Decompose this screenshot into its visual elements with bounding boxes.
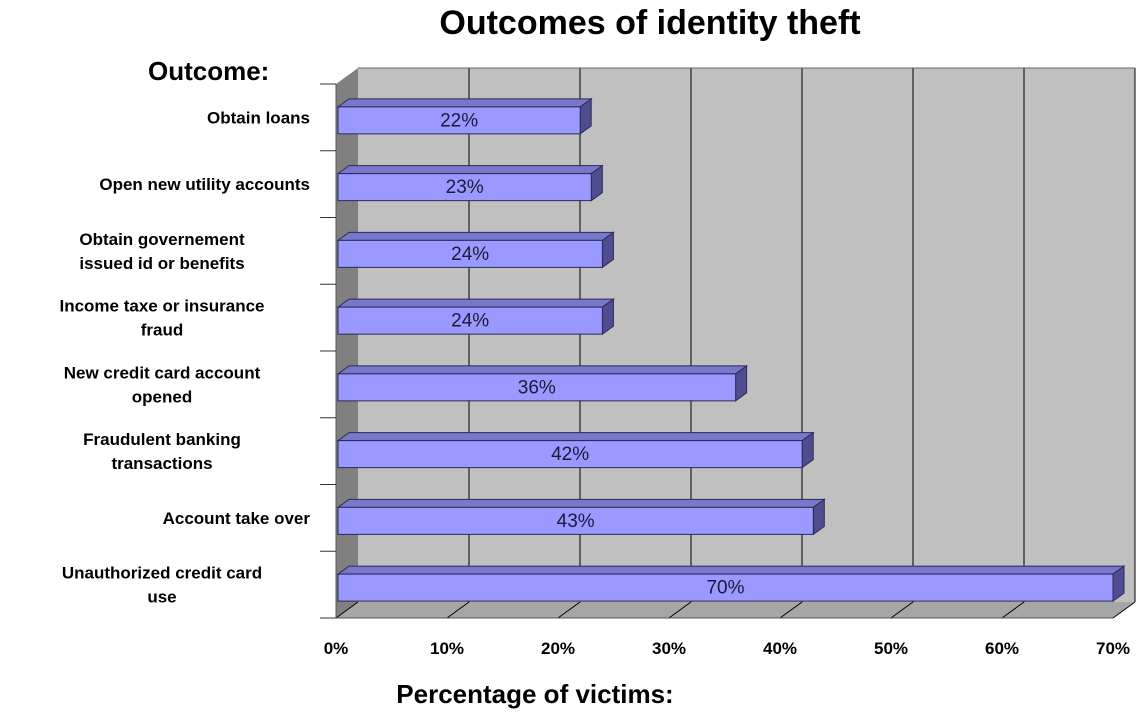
x-tick-label: 40% [763,639,797,658]
category-label-line: Income taxe or insurance [59,297,264,316]
bar [337,506,814,535]
plot-side-wall [336,68,358,618]
bar [337,573,1114,602]
floor-gridline [446,601,470,619]
category-label: Open new utility accounts [99,175,310,194]
category-label-line: Account take over [163,509,311,528]
data-label: 24% [451,311,489,332]
floor-gridline [557,601,581,619]
category-label-line: fraud [141,321,184,340]
bar-top [336,165,604,175]
category-label-line: transactions [111,454,212,473]
bar [337,239,603,268]
floor-gridline [335,601,359,619]
category-label-line: opened [132,387,192,406]
x-tick-label: 0% [324,639,349,658]
bar [337,106,581,135]
x-tick-label: 30% [652,639,686,658]
floor-gridline [1001,601,1025,619]
bar [337,173,592,202]
x-tick-label: 10% [430,639,464,658]
x-axis-title: Percentage of victims: [396,679,673,709]
category-label: Unauthorized credit card use [62,564,262,607]
chart-title: Outcomes of identity theft [439,4,860,42]
x-tick-label: 50% [874,639,908,658]
category-label-line: Obtain governement [79,230,245,249]
category-label-line: Obtain loans [207,108,310,127]
category-label-line: Fraudulent banking [83,430,241,449]
bar [337,306,603,335]
bar-top [336,432,815,442]
x-tick-label: 20% [541,639,575,658]
floor-gridline [890,601,914,619]
floor-gridline [779,601,803,619]
category-label-line: use [147,588,176,607]
category-label: New credit card account opened [64,363,261,406]
bar-top [336,98,593,108]
x-tick-label: 70% [1096,639,1130,658]
category-label-line: New credit card account [64,363,261,382]
floor-gridline [1112,601,1136,619]
bar-top [336,365,749,375]
x-tick-label: 60% [985,639,1019,658]
data-label: 23% [446,177,484,198]
category-label: Obtain loans [207,108,310,127]
data-label: 43% [557,511,595,532]
data-label: 42% [551,444,589,465]
y-axis-title: Outcome: [148,56,269,86]
data-label: 24% [451,244,489,265]
data-label: 70% [706,578,744,599]
data-label: 36% [518,377,556,398]
category-label-line: Unauthorized credit card [62,564,262,583]
category-label: Fraudulent banking transactions [83,430,241,473]
bar-top [336,498,826,508]
category-label-line: issued id or benefits [79,254,244,273]
plot-floor [336,602,1135,618]
bar-top [336,565,1126,575]
bar [337,440,803,469]
category-label: Income taxe or insurance fraud [59,297,264,340]
category-label: Account take over [163,509,311,528]
category-label: Obtain governement issued id or benefits [79,230,245,273]
data-label: 22% [440,110,478,131]
bar [337,373,737,402]
category-label-line: Open new utility accounts [99,175,310,194]
bar-top [336,231,615,241]
bar-top [336,298,615,308]
floor-gridline [668,601,692,619]
